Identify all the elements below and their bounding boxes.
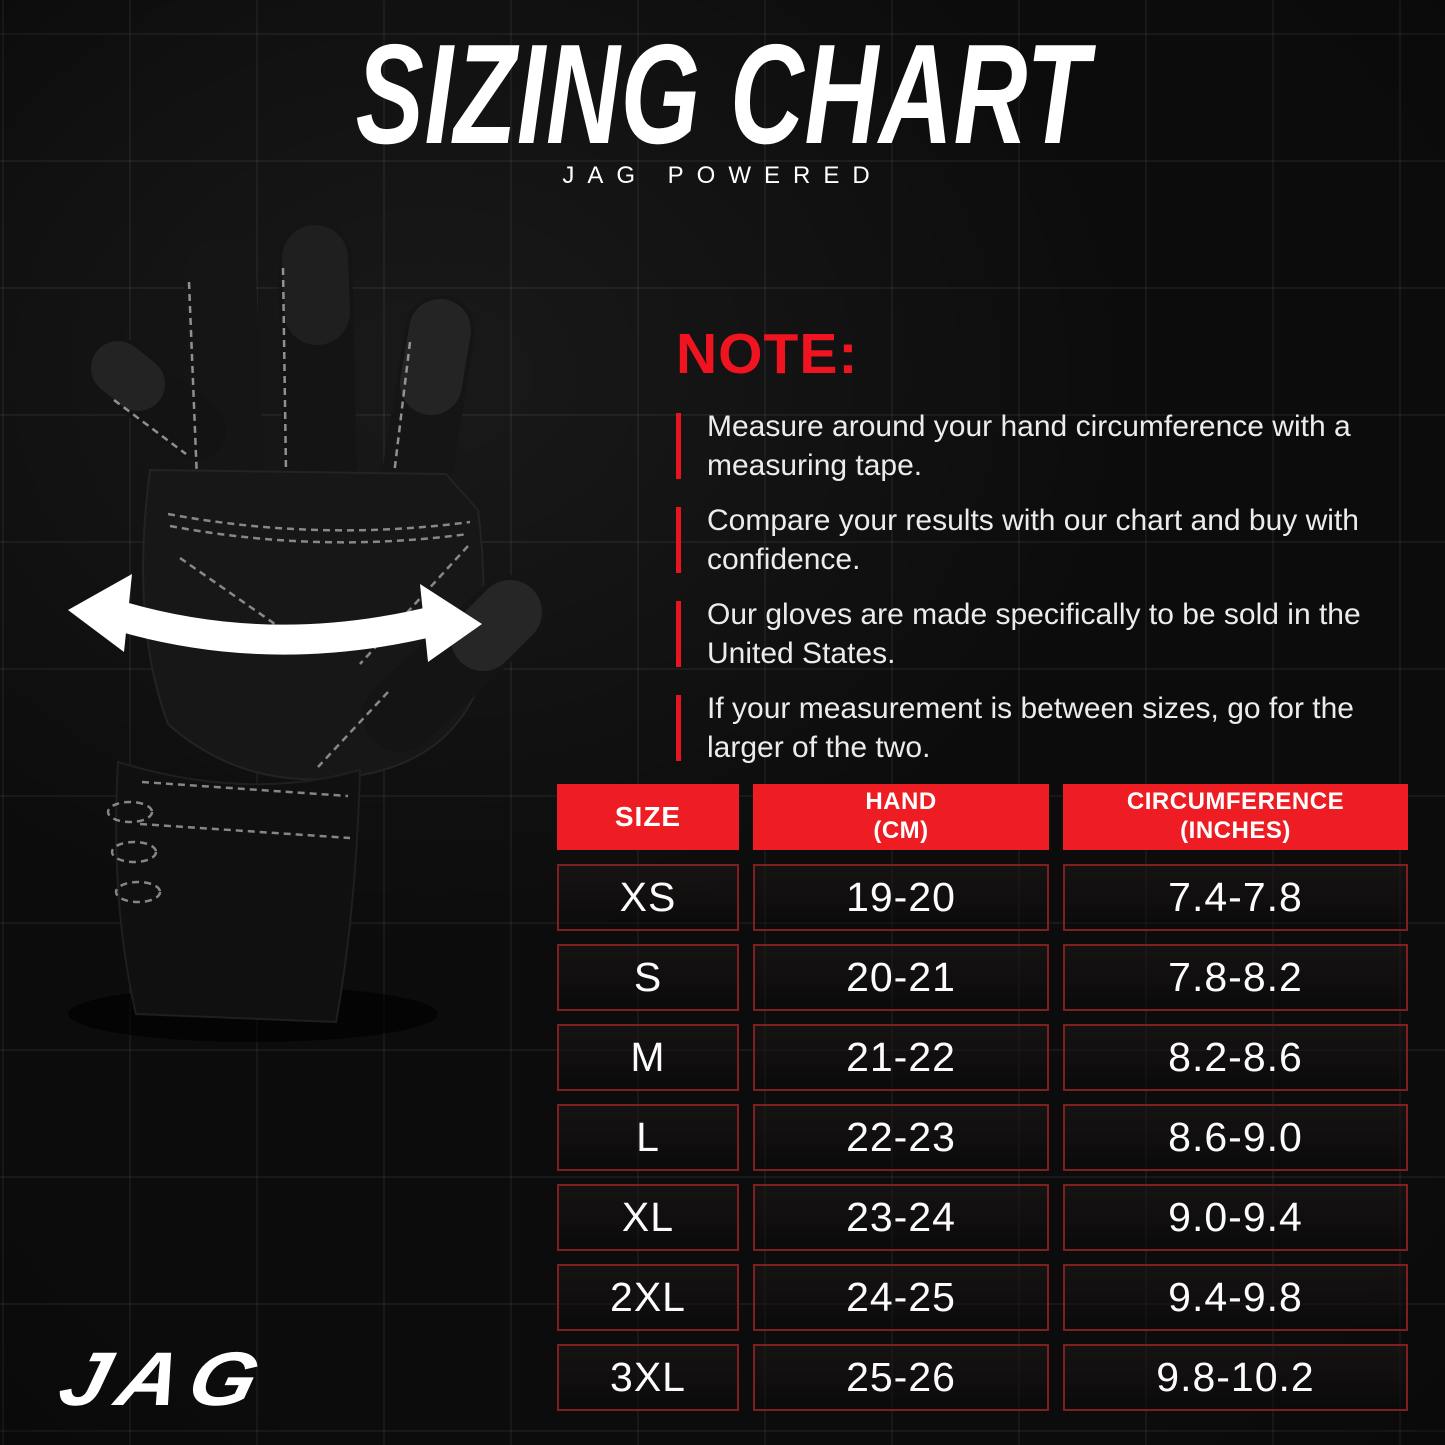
cell-hand-cm: 25-26 [753, 1344, 1049, 1411]
note-item-text: Our gloves are made specifically to be s… [707, 598, 1361, 670]
column-header-label: (CM) [873, 817, 929, 844]
cell-circumference: 8.6-9.0 [1063, 1104, 1408, 1171]
note-item: Measure around your hand circumference w… [676, 407, 1416, 485]
cell-hand-cm: 23-24 [753, 1184, 1049, 1251]
note-item: Compare your results with our chart and … [676, 501, 1416, 579]
cell-size: S [557, 944, 739, 1011]
cell-hand-cm: 22-23 [753, 1104, 1049, 1171]
note-item: If your measurement is between sizes, go… [676, 689, 1416, 767]
cell-size: 2XL [557, 1264, 739, 1331]
cell-size: L [557, 1104, 739, 1171]
note-bullet-bar [676, 507, 681, 573]
note-item-text: If your measurement is between sizes, go… [707, 692, 1354, 764]
cell-circumference: 7.4-7.8 [1063, 864, 1408, 931]
column-header-label: SIZE [614, 801, 682, 832]
note-bullet-bar [676, 601, 681, 667]
cell-circumference: 8.2-8.6 [1063, 1024, 1408, 1091]
measure-arrow-icon [68, 574, 482, 662]
note-bullet-bar [676, 413, 681, 479]
cell-size: XS [557, 864, 739, 931]
column-header-label: HAND [865, 788, 937, 816]
note-item-text: Measure around your hand circumference w… [707, 410, 1351, 482]
column-header-hand-cm: HAND (CM) [753, 784, 1049, 850]
header: SIZING CHART [0, 24, 1445, 166]
brand-logo: JAG [51, 1337, 278, 1422]
note-heading: NOTE: [676, 322, 859, 386]
note-bullet-bar [676, 695, 681, 761]
cell-circumference: 9.4-9.8 [1063, 1264, 1408, 1331]
cell-circumference: 9.8-10.2 [1063, 1344, 1408, 1411]
column-header-size: SIZE [557, 784, 739, 850]
cell-hand-cm: 20-21 [753, 944, 1049, 1011]
cell-size: M [557, 1024, 739, 1091]
note-item-text: Compare your results with our chart and … [707, 504, 1359, 576]
cell-size: 3XL [557, 1344, 739, 1411]
glove-image [68, 222, 547, 1042]
cell-size: XL [557, 1184, 739, 1251]
column-header-circumference: CIRCUMFERENCE (INCHES) [1063, 784, 1408, 850]
sizing-table: SIZE HAND (CM) CIRCUMFERENCE (INCHES) XS… [557, 784, 1408, 1411]
page-title: SIZING CHART [355, 15, 1090, 174]
cell-hand-cm: 24-25 [753, 1264, 1049, 1331]
cell-hand-cm: 19-20 [753, 864, 1049, 931]
note-item: Our gloves are made specifically to be s… [676, 595, 1416, 673]
column-header-label: (INCHES) [1180, 817, 1291, 844]
note-section: NOTE: Measure around your hand circumfer… [676, 326, 1416, 783]
page-subtitle: JAG POWERED [562, 162, 883, 189]
cell-circumference: 7.8-8.2 [1063, 944, 1408, 1011]
cell-hand-cm: 21-22 [753, 1024, 1049, 1091]
cell-circumference: 9.0-9.4 [1063, 1184, 1408, 1251]
subheader: JAG POWERED [0, 162, 1445, 190]
column-header-label: CIRCUMFERENCE [1126, 788, 1345, 816]
